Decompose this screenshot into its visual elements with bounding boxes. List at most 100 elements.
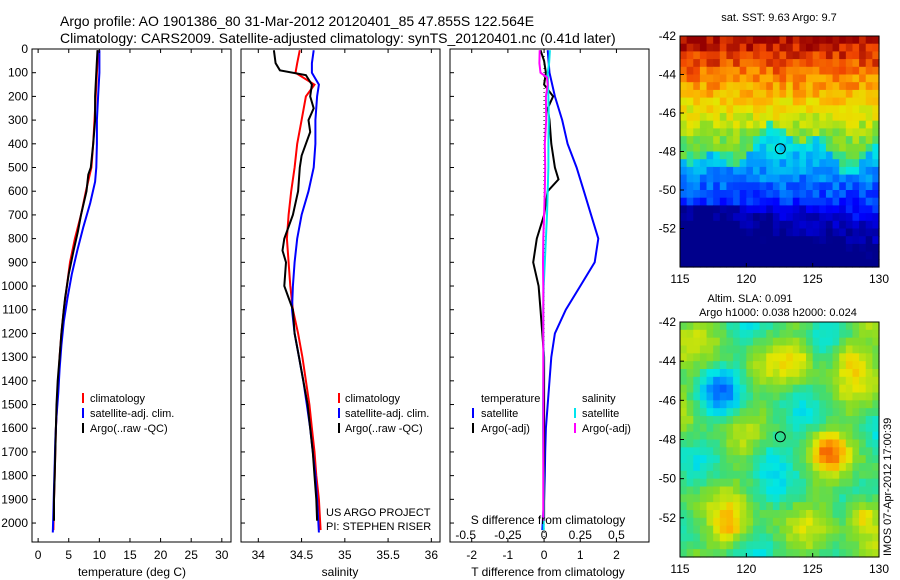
heatmap-cell [719,74,728,83]
heatmap-cell [872,82,880,91]
heatmap-cell [812,151,820,160]
heatmap-cell [752,36,761,45]
heatmap-cell [872,174,880,183]
heatmap-cell [719,423,728,433]
heatmap-cell [759,376,767,386]
heatmap-cell [819,166,827,176]
heatmap-cell [872,243,880,253]
heatmap-cell [779,166,787,176]
heatmap-cell [733,392,741,401]
heatmap-cell [706,197,714,206]
heatmap-cell [792,478,800,488]
heatmap-cell [799,517,807,527]
heatmap-cell [812,220,820,230]
heatmap-cell [680,517,688,527]
heatmap-cell [772,353,781,362]
heatmap-cell [852,97,860,106]
heatmap-cell [865,51,873,60]
heatmap-cell [792,259,800,268]
heatmap-cell [699,447,708,456]
heatmap-cell [819,478,827,488]
heatmap-cell [799,361,807,370]
heatmap-cell [680,36,688,45]
heatmap-cell [845,525,854,535]
heatmap-cell [852,213,860,222]
heatmap-cell [852,525,860,535]
heatmap-cell [693,525,701,535]
map-y-tick-label: -44 [659,354,677,368]
heatmap-cell [680,205,688,214]
legend-s-argo-label: Argo(-adj) [582,423,631,435]
heatmap-cell [819,89,827,99]
heatmap-cell [772,190,781,199]
heatmap-cell [766,361,774,370]
heatmap-cell [713,353,721,362]
heatmap-cell [772,74,781,83]
heatmap-cell [719,143,728,153]
heatmap-cell [852,533,860,542]
heatmap-cell [752,197,761,206]
heatmap-cell [865,423,873,433]
heatmap-cell [792,228,800,237]
heatmap-cell [733,416,741,425]
heatmap-cell [865,470,873,480]
heatmap-cell [832,541,840,550]
heatmap-cell [746,525,754,535]
heatmap-cell [779,36,787,45]
heatmap-cell [680,463,688,472]
heatmap-cell [726,243,734,253]
heatmap-cell [713,494,721,503]
y-tick-label: 600 [8,184,28,198]
heatmap-cell [845,105,854,114]
heatmap-cell [859,345,867,354]
heatmap-cell [719,400,728,409]
heatmap-cell [719,431,728,441]
heatmap-cell [812,470,820,480]
heatmap-cell [872,113,880,122]
heatmap-cell [693,243,701,253]
heatmap-cell [680,541,688,550]
heatmap-cell [786,82,794,91]
heatmap-cell [819,213,827,222]
heatmap-cell [759,416,767,425]
heatmap-cell [739,541,747,550]
heatmap-cell [719,376,728,386]
map-x-tick-label: 130 [869,562,889,576]
heatmap-cell [799,541,807,550]
sla-heatmap-cells [680,322,880,558]
heatmap-cell [772,59,781,68]
heatmap-cell [719,251,728,260]
heatmap-cell [680,494,688,503]
heatmap-cell [825,400,834,409]
heatmap-cell [686,384,694,394]
heatmap-cell [706,541,714,550]
heatmap-cell [872,329,880,339]
heatmap-cell [772,136,781,145]
heatmap-cell [739,228,747,237]
heatmap-cell [872,549,880,558]
heatmap-cell [792,322,800,331]
heatmap-cell [752,431,761,441]
heatmap-cell [726,400,734,409]
heatmap-cell [865,525,873,535]
heatmap-cell [693,182,701,191]
heatmap-cell [845,392,854,401]
heatmap-cell [852,392,860,401]
heatmap-cell [706,322,714,331]
heatmap-cell [733,494,741,503]
heatmap-cell [686,105,694,114]
heatmap-cell [786,36,794,45]
heatmap-cell [786,243,794,253]
heatmap-cell [733,243,741,253]
heatmap-cell [726,174,734,183]
heatmap-cell [832,517,840,527]
heatmap-cell [719,166,728,176]
heatmap-cell [766,329,774,339]
heatmap-cell [713,345,721,354]
heatmap-cell [766,66,774,76]
heatmap-cell [733,329,741,339]
heatmap-cell [872,455,880,464]
heatmap-cell [845,431,854,441]
heatmap-cell [746,97,754,106]
heatmap-cell [825,59,834,68]
